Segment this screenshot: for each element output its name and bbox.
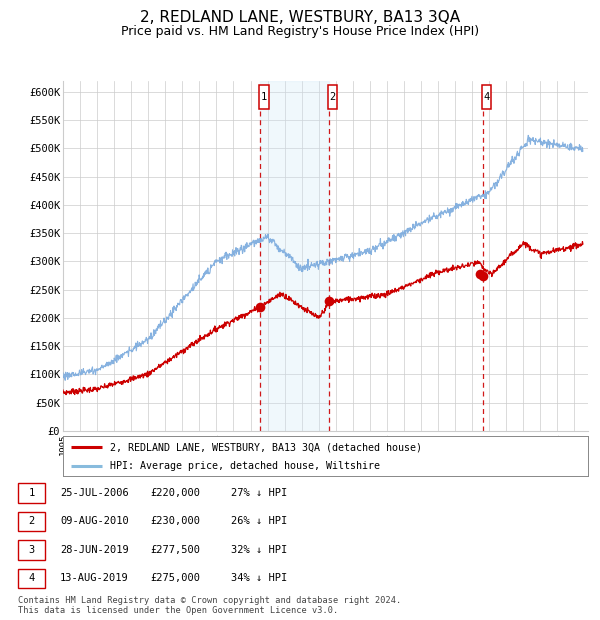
Text: 27% ↓ HPI: 27% ↓ HPI [231,488,287,498]
FancyBboxPatch shape [482,85,491,109]
Text: 2, REDLAND LANE, WESTBURY, BA13 3QA: 2, REDLAND LANE, WESTBURY, BA13 3QA [140,10,460,25]
Text: HPI: Average price, detached house, Wiltshire: HPI: Average price, detached house, Wilt… [110,461,380,471]
Text: £275,000: £275,000 [150,574,200,583]
Text: 09-AUG-2010: 09-AUG-2010 [60,516,129,526]
Text: 2: 2 [28,516,35,526]
Text: £277,500: £277,500 [150,545,200,555]
Text: 34% ↓ HPI: 34% ↓ HPI [231,574,287,583]
Text: Contains HM Land Registry data © Crown copyright and database right 2024.
This d: Contains HM Land Registry data © Crown c… [18,596,401,615]
Text: 4: 4 [28,574,35,583]
Text: 3: 3 [28,545,35,555]
Text: £220,000: £220,000 [150,488,200,498]
Text: 32% ↓ HPI: 32% ↓ HPI [231,545,287,555]
Text: £230,000: £230,000 [150,516,200,526]
Text: 28-JUN-2019: 28-JUN-2019 [60,545,129,555]
Text: 2, REDLAND LANE, WESTBURY, BA13 3QA (detached house): 2, REDLAND LANE, WESTBURY, BA13 3QA (det… [110,442,422,452]
Text: 25-JUL-2006: 25-JUL-2006 [60,488,129,498]
FancyBboxPatch shape [328,85,337,109]
Text: Price paid vs. HM Land Registry's House Price Index (HPI): Price paid vs. HM Land Registry's House … [121,25,479,38]
Text: 2: 2 [330,92,336,102]
Text: 1: 1 [261,92,267,102]
Text: 1: 1 [28,488,35,498]
Text: 13-AUG-2019: 13-AUG-2019 [60,574,129,583]
Text: 4: 4 [484,92,490,102]
FancyBboxPatch shape [259,85,269,109]
Text: 26% ↓ HPI: 26% ↓ HPI [231,516,287,526]
Bar [260,81,329,431]
